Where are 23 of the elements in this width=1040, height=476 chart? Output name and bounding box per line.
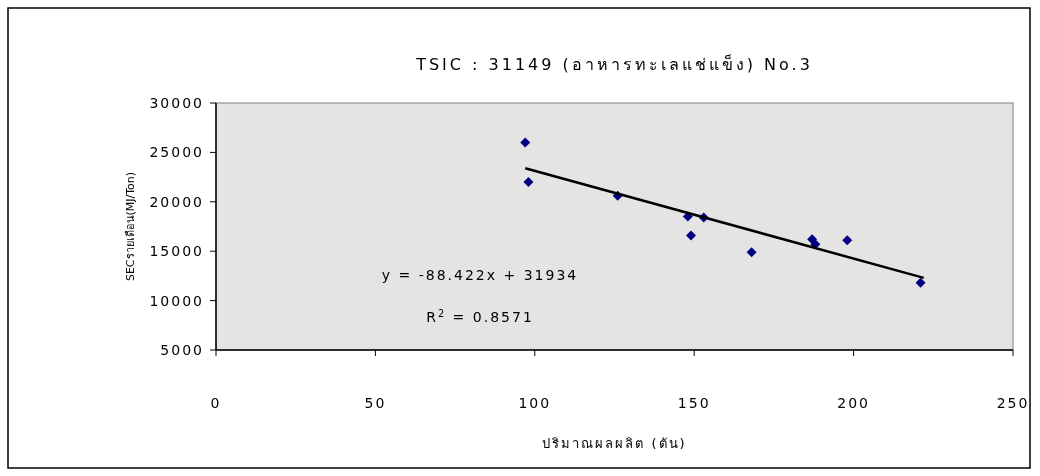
x-tick-label: 50 — [364, 395, 387, 411]
y-tick-label: 5000 — [160, 342, 204, 358]
point — [842, 235, 853, 246]
x-tick-label: 0 — [210, 395, 222, 411]
x-tick-label: 150 — [677, 395, 711, 411]
y-tick-label: 15000 — [149, 243, 204, 260]
x-axis-title: ปริมาณผลผลิต (ตัน) — [542, 436, 687, 451]
x-tick-label: 200 — [837, 395, 870, 411]
chart-title: TSIC : 31149 (อาหารทะเลแช่แข็ง) No.3 — [415, 54, 813, 74]
annotation: y = -88.422x + 31934 — [381, 267, 579, 283]
annotation: R$^{2}$ = 0.8571 — [426, 307, 534, 325]
point — [523, 177, 534, 188]
point — [520, 137, 531, 148]
point — [746, 247, 757, 258]
y-tick-label: 25000 — [149, 144, 204, 161]
y-tick-label: 30000 — [149, 95, 204, 111]
y-tick-label: 10000 — [149, 292, 204, 309]
x-tick-label: 100 — [518, 395, 552, 411]
y-tick-label: 20000 — [149, 193, 204, 210]
x-tick-label: 250 — [996, 395, 1030, 411]
point — [686, 230, 697, 241]
y-axis-title: SECรายเดือน(MJ/Ton) — [124, 171, 137, 282]
point — [915, 277, 926, 288]
